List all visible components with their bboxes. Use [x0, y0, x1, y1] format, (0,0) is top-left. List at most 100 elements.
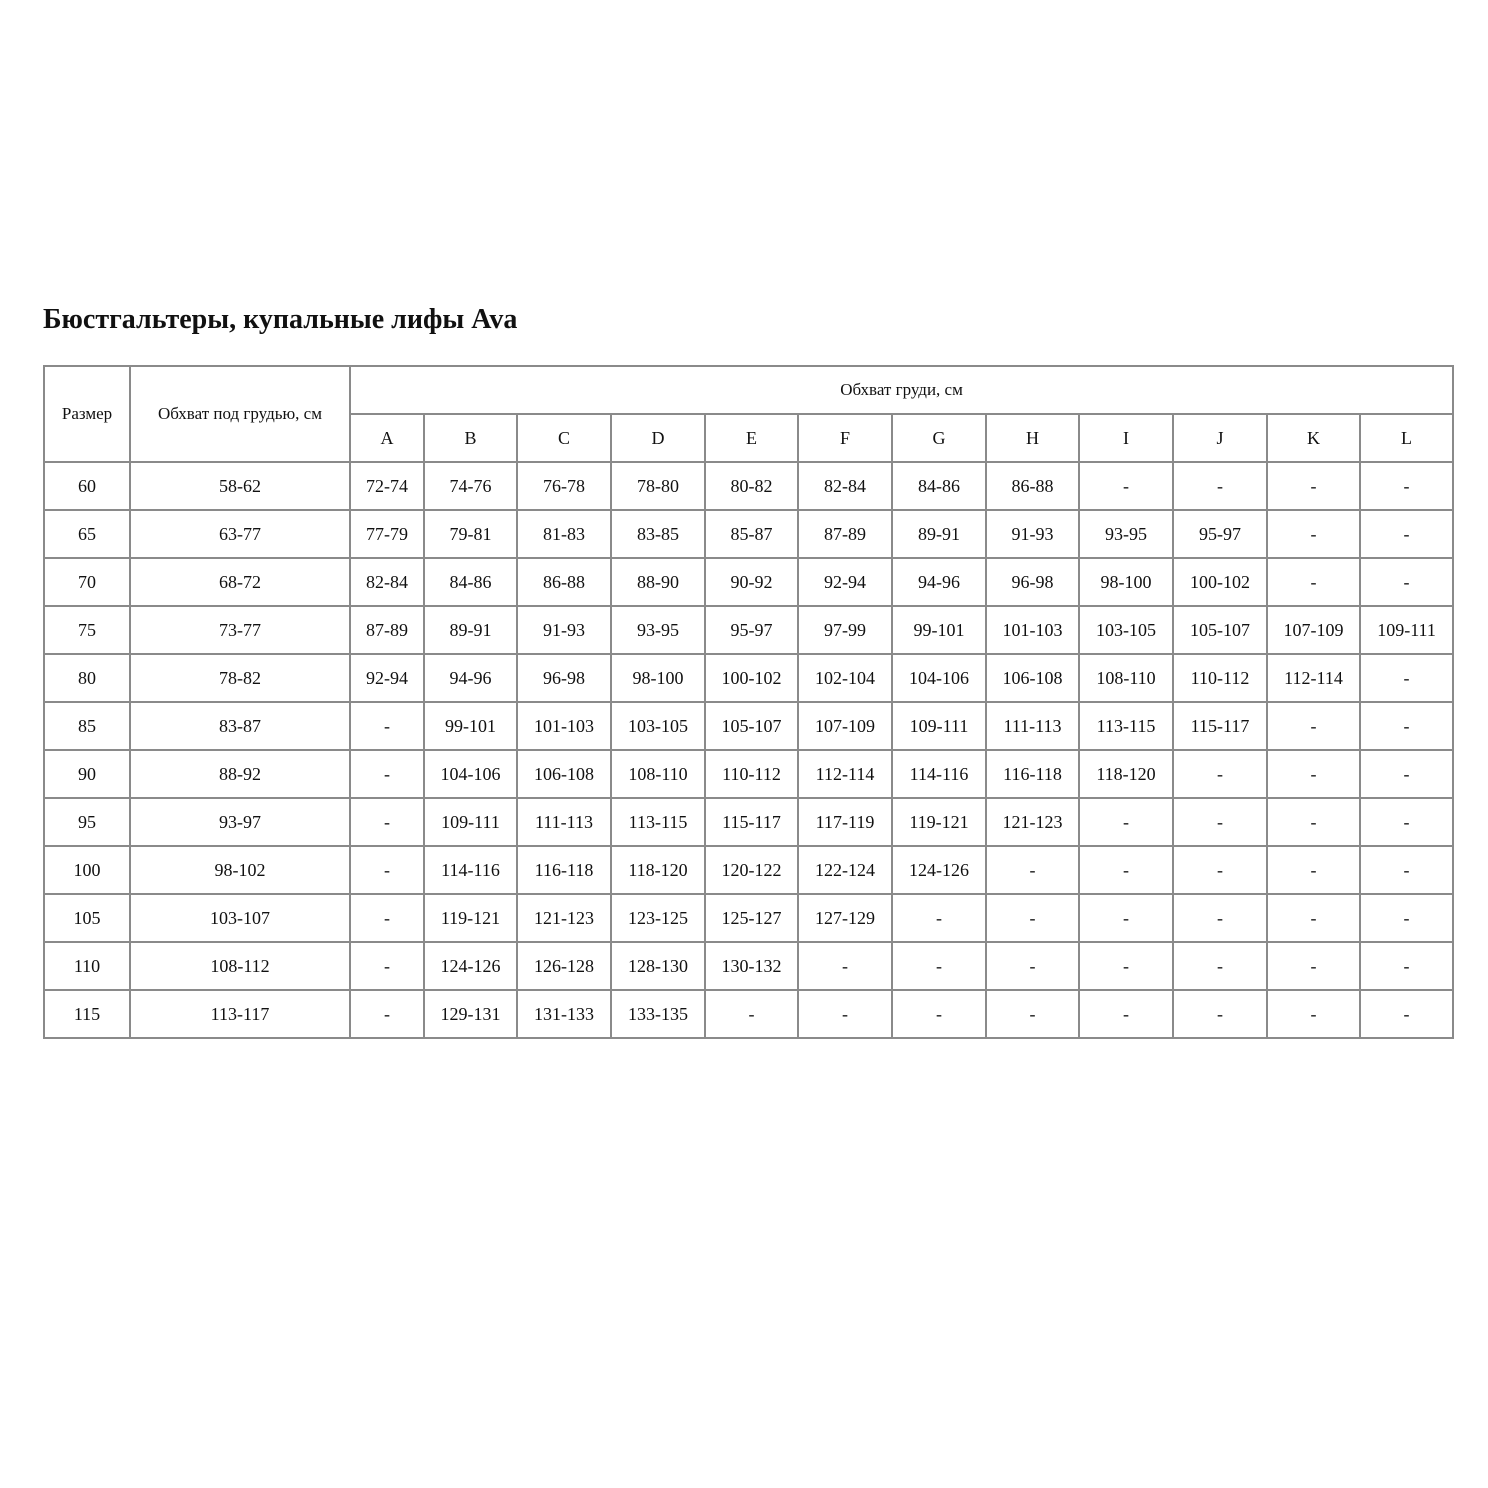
- cell-underbust: 73-77: [129, 605, 351, 655]
- table-row: 105 103-107-119-121 121-123 123-125 125-127 1…: [43, 893, 1455, 943]
- cell-bust: 117-119: [797, 797, 893, 847]
- cell-bust: -: [1266, 989, 1361, 1039]
- cell-bust: -: [1078, 461, 1174, 511]
- cell-size: 100: [43, 845, 131, 895]
- cell-bust: -: [349, 749, 425, 799]
- cell-bust: 107-109: [797, 701, 893, 751]
- cell-bust: 131-133: [516, 989, 612, 1039]
- cell-bust: 109-111: [891, 701, 987, 751]
- cell-bust: 78-80: [610, 461, 706, 511]
- cell-bust: 104-106: [891, 653, 987, 703]
- cell-bust: 72-74: [349, 461, 425, 511]
- cell-bust: 111-113: [985, 701, 1080, 751]
- cell-bust: -: [1358, 989, 1455, 1039]
- cell-bust: 99-101: [891, 605, 987, 655]
- table-row: 60 58-62 72-74 74-76 76-78 78-80 80-82 82-84 84-…: [43, 461, 1455, 511]
- cell-bust: 106-108: [516, 749, 612, 799]
- cell-bust: 127-129: [797, 893, 893, 943]
- cell-bust: -: [1266, 461, 1361, 511]
- cell-bust: 109-111: [1358, 605, 1455, 655]
- cell-bust: -: [1266, 701, 1361, 751]
- cell-size: 115: [43, 989, 131, 1039]
- cell-bust: -: [1266, 941, 1361, 991]
- cell-bust: -: [797, 941, 893, 991]
- cell-bust: 101-103: [516, 701, 612, 751]
- cell-bust: 76-78: [516, 461, 612, 511]
- cell-size: 70: [43, 557, 131, 607]
- cell-bust: 126-128: [516, 941, 612, 991]
- table-row: 65 63-77 77-79 79-81 81-83 83-85 85-87 87-89 89-…: [43, 509, 1455, 559]
- cell-bust: -: [985, 941, 1080, 991]
- cell-bust: 98-100: [1078, 557, 1174, 607]
- cell-bust: -: [1266, 797, 1361, 847]
- cell-underbust: 88-92: [129, 749, 351, 799]
- cell-bust: -: [1266, 893, 1361, 943]
- cell-bust: 128-130: [610, 941, 706, 991]
- header-cup-f: F: [797, 413, 893, 463]
- cell-bust: 96-98: [985, 557, 1080, 607]
- table-row: 95 93-97-109-111 111-113 113-115 115-117 117-…: [43, 797, 1455, 847]
- cell-bust: 118-120: [1078, 749, 1174, 799]
- cell-bust: -: [1358, 893, 1455, 943]
- cell-bust: 79-81: [423, 509, 518, 559]
- cell-bust: 87-89: [797, 509, 893, 559]
- table-row: 90 88-92-104-106 106-108 108-110 110-112 112-…: [43, 749, 1455, 799]
- cell-bust: 82-84: [349, 557, 425, 607]
- cell-bust: -: [1266, 509, 1361, 559]
- cell-size: 80: [43, 653, 131, 703]
- table-row: 80 78-82 92-94 94-96 96-98 98-100 100-102 102-1…: [43, 653, 1455, 703]
- cell-bust: 104-106: [423, 749, 518, 799]
- cell-bust: -: [1078, 989, 1174, 1039]
- cell-bust: -: [1172, 893, 1268, 943]
- cell-bust: 110-112: [704, 749, 799, 799]
- cell-underbust: 103-107: [129, 893, 351, 943]
- cell-underbust: 108-112: [129, 941, 351, 991]
- cell-bust: 86-88: [516, 557, 612, 607]
- cell-bust: 115-117: [1172, 701, 1268, 751]
- cell-bust: 102-104: [797, 653, 893, 703]
- cell-bust: -: [349, 701, 425, 751]
- cell-underbust: 63-77: [129, 509, 351, 559]
- cell-bust: -: [1078, 797, 1174, 847]
- cell-bust: 116-118: [985, 749, 1080, 799]
- cell-bust: 87-89: [349, 605, 425, 655]
- cell-bust: 94-96: [891, 557, 987, 607]
- cell-bust: 88-90: [610, 557, 706, 607]
- cell-bust: 98-100: [610, 653, 706, 703]
- header-cup-a: A: [349, 413, 425, 463]
- cell-bust: 114-116: [423, 845, 518, 895]
- cell-bust: 100-102: [1172, 557, 1268, 607]
- cell-bust: 112-114: [797, 749, 893, 799]
- cell-underbust: 68-72: [129, 557, 351, 607]
- header-cup-c: C: [516, 413, 612, 463]
- cell-bust: 110-112: [1172, 653, 1268, 703]
- cell-bust: -: [1078, 941, 1174, 991]
- cell-underbust: 58-62: [129, 461, 351, 511]
- cell-bust: 105-107: [1172, 605, 1268, 655]
- header-cup-i: I: [1078, 413, 1174, 463]
- cell-bust: 93-95: [610, 605, 706, 655]
- table-row: 115 113-117-129-131 131-133 133-135- - - - - - - -: [43, 989, 1455, 1039]
- cell-bust: -: [1358, 557, 1455, 607]
- header-bust: Обхват груди, см: [348, 365, 1455, 415]
- cell-bust: 77-79: [349, 509, 425, 559]
- cell-bust: -: [1172, 461, 1268, 511]
- cell-size: 105: [43, 893, 131, 943]
- cell-bust: -: [704, 989, 799, 1039]
- header-cup-b: B: [423, 413, 518, 463]
- cell-bust: -: [1358, 845, 1455, 895]
- header-underbust: Обхват под грудью, см: [129, 365, 351, 463]
- header-cup-e: E: [704, 413, 799, 463]
- header-cup-g: G: [891, 413, 987, 463]
- size-chart-table: Размер Обхват под грудью, см Обхват груд…: [43, 365, 1455, 1039]
- cell-bust: 101-103: [985, 605, 1080, 655]
- cell-bust: 115-117: [704, 797, 799, 847]
- table-row: 110 108-112-124-126 126-128 128-130 130-132-…: [43, 941, 1455, 991]
- cell-bust: -: [985, 893, 1080, 943]
- cell-bust: 90-92: [704, 557, 799, 607]
- cell-bust: 107-109: [1266, 605, 1361, 655]
- cell-bust: 108-110: [1078, 653, 1174, 703]
- header-cup-h: H: [985, 413, 1080, 463]
- cell-size: 85: [43, 701, 131, 751]
- cell-bust: 96-98: [516, 653, 612, 703]
